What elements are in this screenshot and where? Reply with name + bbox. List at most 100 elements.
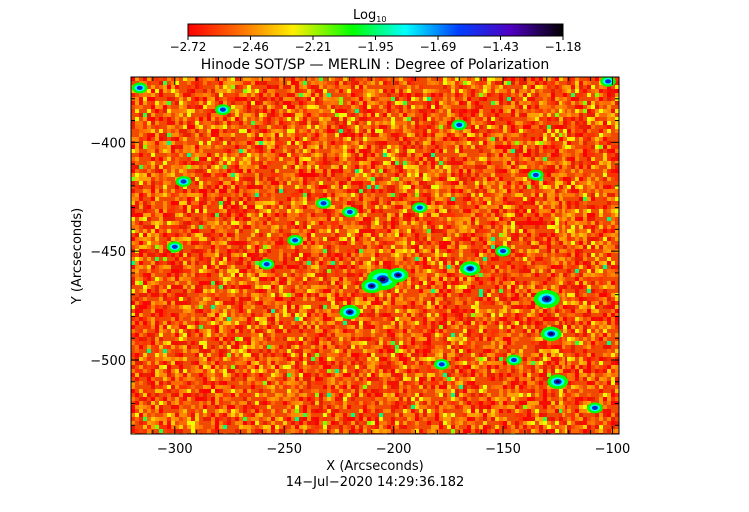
heatmap-cell [531, 129, 535, 133]
heatmap-cell [195, 289, 199, 293]
heatmap-cell [295, 185, 299, 189]
heatmap-cell [591, 301, 595, 305]
heatmap-cell [379, 201, 383, 205]
heatmap-cell [355, 129, 359, 133]
heatmap-cell [615, 229, 619, 233]
heatmap-cell [371, 153, 375, 157]
heatmap-cell [467, 257, 471, 261]
heatmap-cell [199, 301, 203, 305]
heatmap-cell [607, 141, 611, 145]
heatmap-cell [307, 141, 311, 145]
heatmap-cell [275, 157, 279, 161]
heatmap-cell [327, 125, 331, 129]
heatmap-cell [351, 245, 355, 249]
heatmap-cell [263, 297, 267, 301]
heatmap-cell [343, 293, 347, 297]
heatmap-cell [439, 109, 443, 113]
heatmap-cell [319, 101, 323, 105]
heatmap-cell [311, 249, 315, 253]
heatmap-cell [179, 169, 183, 173]
heatmap-cell [487, 181, 491, 185]
heatmap-cell [339, 261, 343, 265]
heatmap-cell [455, 161, 459, 165]
heatmap-cell [247, 125, 251, 129]
heatmap-cell [331, 169, 335, 173]
heatmap-cell [171, 157, 175, 161]
heatmap-cell [347, 105, 351, 109]
heatmap-cell [511, 141, 515, 145]
heatmap-cell [547, 85, 551, 89]
heatmap-cell [247, 277, 251, 281]
heatmap-cell [275, 77, 279, 81]
heatmap-cell [163, 89, 167, 93]
heatmap-cell [143, 217, 147, 221]
heatmap-cell [415, 185, 419, 189]
heatmap-cell [483, 185, 487, 189]
heatmap-cell [439, 137, 443, 141]
heatmap-cell [327, 101, 331, 105]
heatmap-cell [383, 121, 387, 125]
heatmap-cell [411, 221, 415, 225]
heatmap-cell [323, 109, 327, 113]
heatmap-cell [455, 129, 459, 133]
heatmap-cell [483, 85, 487, 89]
heatmap-cell [227, 249, 231, 253]
heatmap-cell [363, 273, 367, 277]
heatmap-cell [455, 81, 459, 85]
heatmap-cell [371, 205, 375, 209]
heatmap-cell [311, 241, 315, 245]
heatmap-cell [131, 173, 135, 177]
heatmap-cell [275, 85, 279, 89]
heatmap-cell [363, 109, 367, 113]
heatmap-cell [387, 81, 391, 85]
heatmap-cell [219, 241, 223, 245]
heatmap-cell [367, 105, 371, 109]
heatmap-cell [431, 173, 435, 177]
heatmap-cell [179, 293, 183, 297]
heatmap-cell [219, 213, 223, 217]
heatmap-cell [487, 161, 491, 165]
heatmap-cell [179, 193, 183, 197]
heatmap-cell [323, 117, 327, 121]
heatmap-cell [159, 253, 163, 257]
heatmap-cell [263, 289, 267, 293]
heatmap-cell [159, 141, 163, 145]
heatmap-cell [363, 293, 367, 297]
heatmap-cell [371, 201, 375, 205]
heatmap-cell [387, 197, 391, 201]
heatmap-cell [615, 225, 619, 229]
heatmap-cell [263, 113, 267, 117]
heatmap-cell [215, 281, 219, 285]
heatmap-cell [395, 221, 399, 225]
heatmap-cell [535, 225, 539, 229]
heatmap-cell [163, 209, 167, 213]
heatmap-cell [223, 241, 227, 245]
heatmap-cell [567, 117, 571, 121]
heatmap-cell [383, 257, 387, 261]
heatmap-cell [303, 101, 307, 105]
heatmap-cell [147, 93, 151, 97]
heatmap-cell [143, 141, 147, 145]
heatmap-cell [131, 109, 135, 113]
heatmap-cell [191, 125, 195, 129]
heatmap-cell [431, 269, 435, 273]
heatmap-cell [559, 113, 563, 117]
heatmap-cell [239, 181, 243, 185]
heatmap-cell [535, 205, 539, 209]
heatmap-cell [555, 77, 559, 81]
heatmap-cell [535, 281, 539, 285]
heatmap-cell [507, 225, 511, 229]
heatmap-cell [415, 117, 419, 121]
heatmap-cell [495, 269, 499, 273]
heatmap-cell [239, 149, 243, 153]
heatmap-cell [315, 169, 319, 173]
heatmap-cell [367, 297, 371, 301]
heatmap-cell [219, 77, 223, 81]
heatmap-cell [471, 213, 475, 217]
heatmap-cell [315, 273, 319, 277]
heatmap-cell [563, 177, 567, 181]
heatmap-cell [151, 229, 155, 233]
heatmap-cell [415, 133, 419, 137]
heatmap-cell [283, 261, 287, 265]
heatmap-cell [279, 281, 283, 285]
